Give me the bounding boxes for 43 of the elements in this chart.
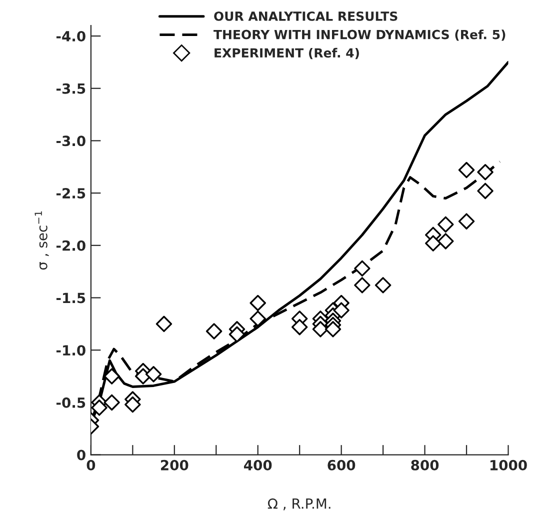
point bbox=[250, 294, 266, 312]
point bbox=[354, 260, 370, 277]
legend-label: OUR ANALYTICAL RESULTS bbox=[214, 11, 398, 21]
point bbox=[324, 321, 342, 338]
y-tick-label: -2.0 bbox=[56, 240, 86, 251]
y-tick-label: -2.5 bbox=[56, 188, 86, 199]
point bbox=[425, 235, 442, 252]
legend-label: EXPERIMENT (Ref. 4) bbox=[214, 48, 359, 60]
y-tick-label: -3.5 bbox=[56, 83, 86, 94]
y-tick-label: -1.0 bbox=[56, 345, 86, 356]
point bbox=[458, 213, 475, 230]
point bbox=[206, 323, 222, 340]
point bbox=[91, 400, 108, 416]
x-tick-label: 1000 bbox=[490, 460, 527, 470]
point bbox=[458, 162, 475, 178]
y-tick-label: 0 bbox=[77, 450, 86, 460]
x-tick-label: 400 bbox=[244, 460, 272, 470]
point bbox=[156, 316, 172, 332]
point bbox=[145, 366, 162, 382]
y-tick-label: -3.0 bbox=[56, 136, 86, 146]
point bbox=[477, 182, 494, 200]
y-tick-label: -4.0 bbox=[56, 30, 86, 42]
x-tick-label: 0 bbox=[86, 460, 96, 470]
point bbox=[104, 394, 120, 411]
point bbox=[438, 233, 454, 250]
point bbox=[228, 326, 246, 343]
y-tick-label: -1.5 bbox=[56, 292, 86, 304]
point bbox=[477, 164, 494, 180]
x-tick-label: 200 bbox=[161, 460, 188, 470]
legend-label: THEORY WITH INFLOW DYNAMICS (Ref. 5) bbox=[214, 30, 506, 41]
y-tick-label: -0.5 bbox=[56, 397, 86, 408]
point bbox=[333, 302, 350, 318]
y-axis-title: σ , sec$^{−1}$ bbox=[34, 211, 49, 270]
point bbox=[250, 310, 266, 327]
point bbox=[291, 318, 308, 336]
point bbox=[374, 277, 392, 294]
x-tick-label: 800 bbox=[411, 460, 439, 470]
point bbox=[354, 277, 370, 294]
point bbox=[438, 216, 454, 233]
x-axis-title: Ω , R.P.M. bbox=[268, 498, 330, 510]
point bbox=[312, 321, 329, 338]
point bbox=[124, 396, 141, 413]
x-tick-label: 600 bbox=[328, 460, 356, 470]
